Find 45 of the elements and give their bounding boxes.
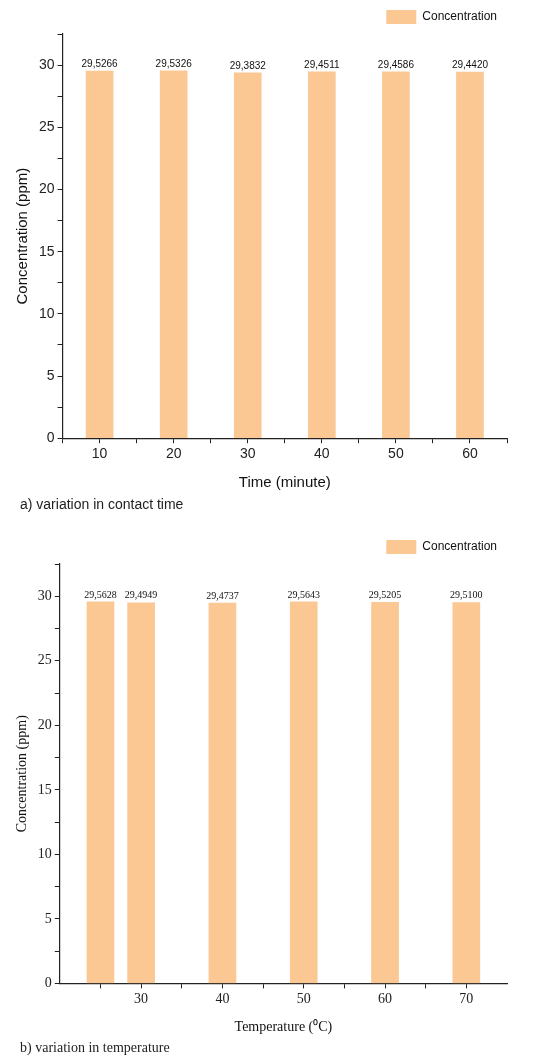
x-tick-label: 40 <box>314 445 330 462</box>
text: a) variation in contact time <box>20 496 184 512</box>
y-tick-label: 15 <box>37 781 52 797</box>
y-tick-label: 5 <box>44 910 52 926</box>
data-label: 29,4949 <box>124 589 158 601</box>
y-tick-label: 25 <box>37 652 52 668</box>
y-axis-title: Concentration (ppm) <box>14 714 31 833</box>
y-tick-label: 20 <box>37 716 52 732</box>
data-label: 29,4737 <box>206 589 239 601</box>
y-tick-label: 25 <box>38 118 55 135</box>
legend-label: Concentration <box>422 539 498 554</box>
y-tick-label: 15 <box>38 242 55 259</box>
data-label: 29,5266 <box>81 57 119 69</box>
data-label: 29,5205 <box>368 589 402 601</box>
y-tick-label: 20 <box>38 180 55 197</box>
data-label: 29,3832 <box>229 59 267 71</box>
x-tick-label: 40 <box>215 991 230 1007</box>
x-axis-title: Temperature (⁰C) <box>234 1019 333 1036</box>
y-tick-label: 10 <box>38 304 55 321</box>
y-axis-title: Concentration (ppm) <box>13 167 31 305</box>
y-tick-label: 5 <box>46 366 55 383</box>
x-tick-label: 60 <box>462 445 478 462</box>
y-tick-label: 30 <box>38 55 55 72</box>
x-tick-label: 60 <box>378 991 393 1007</box>
data-label: 29,5628 <box>84 588 117 600</box>
x-tick-label: 20 <box>165 445 182 462</box>
x-axis-title: Time (minute) <box>238 473 331 491</box>
legend-label: Concentration <box>422 9 498 24</box>
data-label: 29,4511 <box>304 58 340 70</box>
y-tick-label: 0 <box>46 429 55 446</box>
x-tick-label: 70 <box>459 991 474 1007</box>
data-label: 29,5100 <box>450 589 483 601</box>
data-label: 29,4586 <box>377 58 415 70</box>
y-tick-label: 30 <box>37 587 52 603</box>
x-tick-label: 30 <box>239 445 256 462</box>
y-tick-label: 0 <box>44 975 52 991</box>
data-label: 29,5326 <box>155 57 193 69</box>
x-tick-label: 50 <box>388 445 404 462</box>
x-tick-label: 30 <box>134 991 149 1007</box>
x-tick-label: 50 <box>296 991 311 1007</box>
data-label: 29,5643 <box>287 588 320 600</box>
y-tick-label: 10 <box>37 846 52 862</box>
x-tick-label: 10 <box>91 445 108 462</box>
data-label: 29,4420 <box>451 58 489 70</box>
text: b) variation in temperature <box>20 1040 170 1056</box>
